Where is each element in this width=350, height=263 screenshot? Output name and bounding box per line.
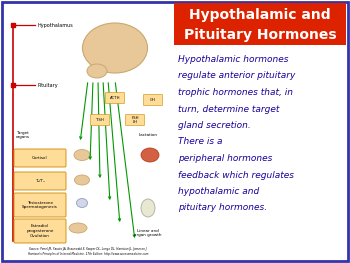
FancyBboxPatch shape	[126, 114, 145, 125]
Text: gland secretion.: gland secretion.	[178, 121, 251, 130]
Text: feedback which regulates: feedback which regulates	[178, 170, 294, 180]
Ellipse shape	[69, 223, 87, 233]
FancyBboxPatch shape	[91, 114, 110, 125]
Text: T₃/T₄: T₃/T₄	[35, 179, 45, 183]
FancyBboxPatch shape	[105, 93, 125, 104]
Text: Pituitary: Pituitary	[37, 83, 58, 88]
Text: Estradiol
progesterone
Ovulation: Estradiol progesterone Ovulation	[26, 224, 54, 237]
Text: trophic hormones that, in: trophic hormones that, in	[178, 88, 293, 97]
Text: hypothalamic and: hypothalamic and	[178, 187, 259, 196]
Bar	[174, 3, 346, 45]
Text: Cortisol: Cortisol	[32, 156, 48, 160]
Text: Pituitary Hormones: Pituitary Hormones	[184, 28, 336, 42]
Text: Target
organs: Target organs	[16, 131, 30, 139]
Text: Linear and
organ growth: Linear and organ growth	[134, 229, 162, 237]
Ellipse shape	[141, 148, 159, 162]
Ellipse shape	[83, 23, 147, 73]
Text: ACTH: ACTH	[110, 96, 120, 100]
Text: TSH: TSH	[96, 118, 104, 122]
Text: There is a: There is a	[178, 138, 223, 146]
Text: FSH
LH: FSH LH	[131, 116, 139, 124]
Text: Hypothalamic and: Hypothalamic and	[189, 8, 331, 22]
Ellipse shape	[75, 175, 90, 185]
Ellipse shape	[87, 64, 107, 78]
Text: pituitary hormones.: pituitary hormones.	[178, 204, 267, 213]
Text: GH: GH	[150, 98, 156, 102]
Text: Hypothalamus: Hypothalamus	[37, 23, 73, 28]
Text: Hypothalamic hormones: Hypothalamic hormones	[178, 55, 288, 64]
Text: Testosterone
Spermatogenesis: Testosterone Spermatogenesis	[22, 201, 58, 209]
Text: regulate anterior pituitary: regulate anterior pituitary	[178, 72, 295, 80]
Ellipse shape	[74, 149, 90, 160]
Ellipse shape	[77, 199, 88, 208]
FancyBboxPatch shape	[14, 172, 66, 190]
Text: peripheral hormones: peripheral hormones	[178, 154, 272, 163]
Ellipse shape	[141, 199, 155, 217]
Text: turn, determine target: turn, determine target	[178, 104, 279, 114]
FancyBboxPatch shape	[14, 193, 66, 217]
FancyBboxPatch shape	[14, 219, 66, 243]
FancyBboxPatch shape	[14, 149, 66, 167]
FancyBboxPatch shape	[144, 94, 162, 105]
Text: Source: Panel JR, Fausto JA, Braunwald E, Kasper DL, Longo DL, Harrision JL, Jam: Source: Panel JR, Fausto JA, Braunwald E…	[28, 247, 148, 256]
Text: Lactation: Lactation	[139, 133, 158, 137]
